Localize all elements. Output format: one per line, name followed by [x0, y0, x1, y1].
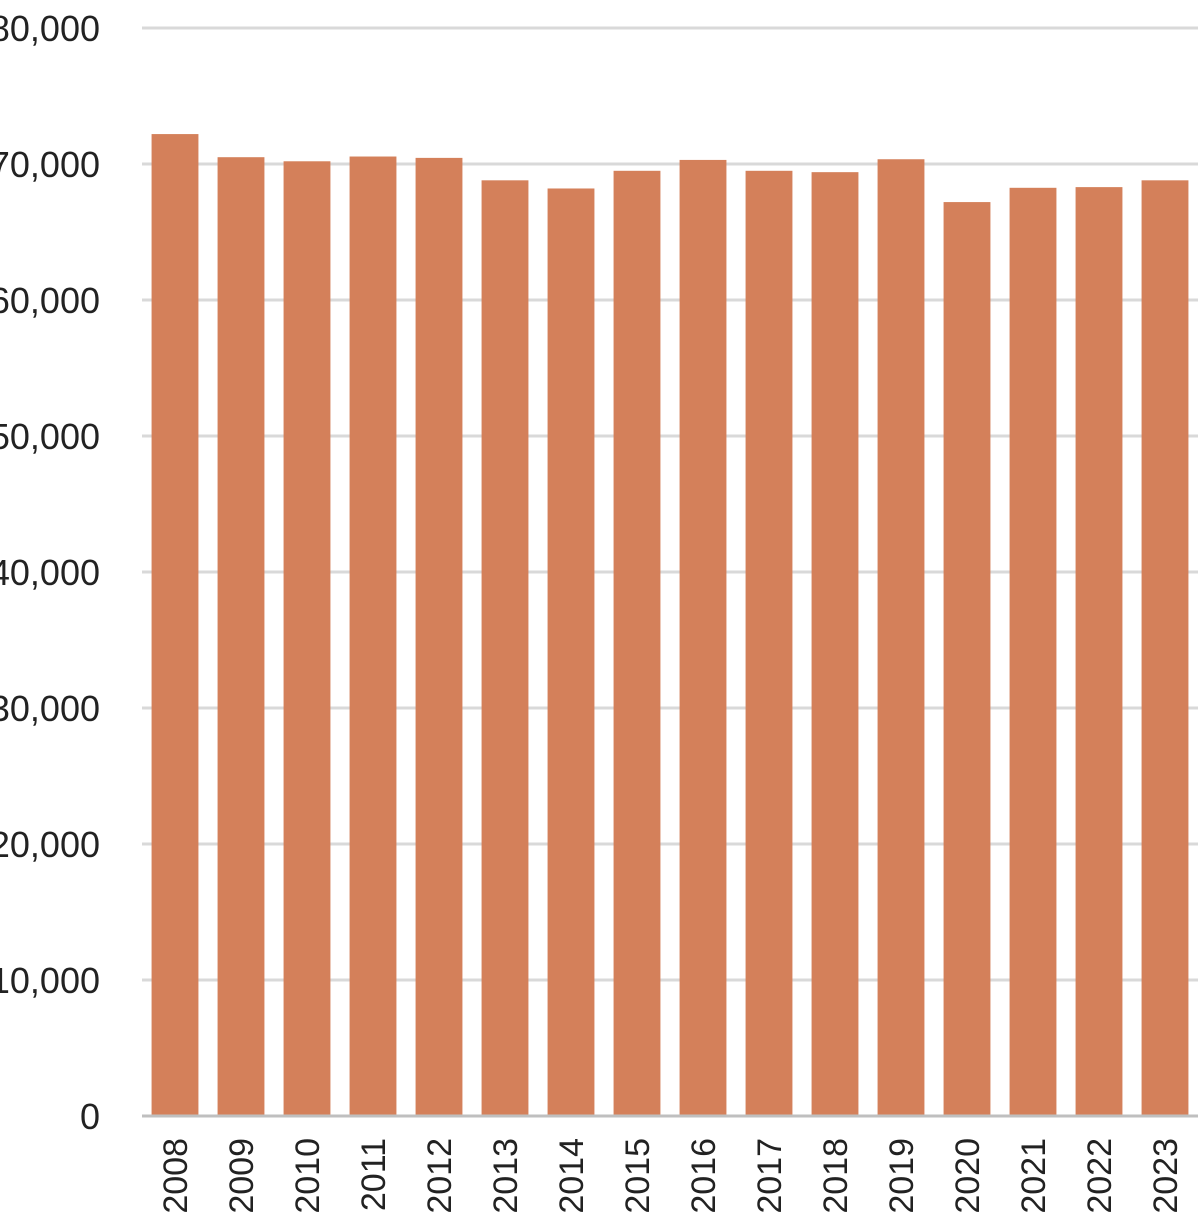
bar-2016: [679, 159, 727, 1117]
y-tick-label: 80,000: [0, 8, 100, 49]
x-tick-label: 2009: [223, 1138, 261, 1214]
bar-2009: [217, 157, 265, 1116]
y-tick-label: 50,000: [0, 416, 100, 457]
bar-2013: [481, 180, 529, 1116]
x-tick-label: 2016: [685, 1138, 723, 1214]
x-tick-label: 2015: [619, 1138, 657, 1214]
x-tick-label: 2018: [817, 1138, 855, 1214]
bar-2019: [877, 159, 925, 1117]
bar-2015: [613, 170, 661, 1117]
x-tick-label: 2008: [157, 1138, 195, 1214]
x-tick-label: 2011: [355, 1138, 393, 1211]
x-tick-label: 2017: [751, 1138, 789, 1214]
x-tick-label: 2022: [1081, 1138, 1119, 1214]
y-tick-label: 20,000: [0, 824, 100, 865]
bar-2023: [1141, 180, 1189, 1116]
y-tick-label: 40,000: [0, 552, 100, 593]
bar-2008: [151, 134, 199, 1116]
x-tick-label: 2021: [1015, 1138, 1053, 1214]
bar-2020: [943, 202, 991, 1116]
y-tick-label: 0: [80, 1096, 100, 1137]
x-tick-label: 2014: [553, 1138, 591, 1214]
bars: [151, 134, 1189, 1117]
bar-2021: [1009, 187, 1057, 1117]
bar-2014: [547, 188, 595, 1117]
bar-2017: [745, 170, 793, 1117]
bar-2022: [1075, 187, 1123, 1116]
x-tick-label: 2023: [1147, 1138, 1185, 1214]
bar-2018: [811, 172, 859, 1116]
bar-2010: [283, 161, 331, 1116]
bar-2012: [415, 157, 463, 1116]
y-tick-label: 10,000: [0, 960, 100, 1001]
y-tick-label: 60,000: [0, 280, 100, 321]
y-tick-label: 70,000: [0, 144, 100, 185]
x-tick-label: 2012: [421, 1138, 459, 1214]
x-tick-label: 2019: [883, 1138, 921, 1214]
y-axis-tick-labels: 0 10,000 20,000 30,000 40,000 50,000 60,000 70,…: [0, 8, 100, 1137]
x-tick-label: 2010: [289, 1138, 327, 1214]
y-tick-label: 30,000: [0, 688, 100, 729]
x-tick-label: 2013: [487, 1138, 525, 1214]
bar-2011: [349, 156, 397, 1116]
x-tick-label: 2020: [949, 1138, 987, 1214]
x-axis-tick-labels: 2008 2009 2010 2011 2012 2013 2014 2015 2016 2017…: [157, 1138, 1185, 1214]
